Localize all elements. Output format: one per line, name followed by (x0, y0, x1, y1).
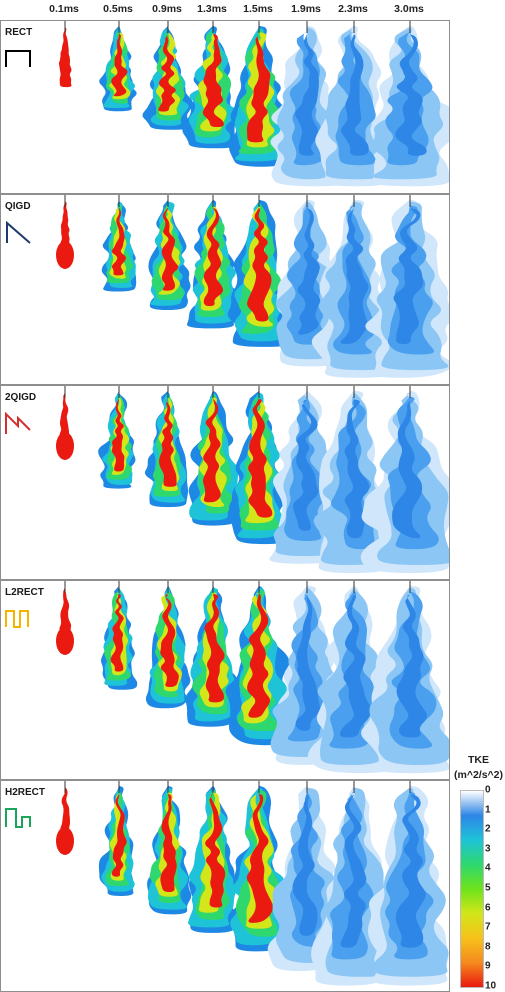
double-pulse-low-icon (5, 610, 29, 628)
spray-plume-canvas (58, 21, 449, 187)
spray-plume (229, 386, 287, 545)
legend-tick-1: 1 (485, 804, 491, 816)
legend-unit: (m^2/s^2) (453, 769, 504, 781)
spray-plume (148, 195, 191, 310)
spray-plume (182, 21, 239, 149)
legend-tick-9: 9 (485, 960, 491, 972)
legend-colorbar (460, 790, 484, 988)
legend-tick-0: 0 (485, 784, 491, 796)
time-label-6: 1.9ms (291, 3, 321, 15)
panel-h2rect: H2RECT (0, 780, 450, 992)
time-label-4: 1.3ms (197, 3, 227, 15)
spray-plume-canvas (56, 386, 449, 573)
panel-qigd: QIGD (0, 194, 450, 385)
spray-plume (185, 581, 238, 727)
legend-tick-2: 2 (485, 823, 491, 835)
spray-plume (225, 581, 290, 746)
time-label-3: 0.9ms (152, 3, 182, 15)
time-label-8: 3.0ms (394, 3, 424, 15)
spray-plume (147, 781, 192, 915)
spray-plume (142, 21, 193, 130)
row-label: RECT (5, 27, 33, 38)
spray-plume (98, 781, 135, 896)
spray-plume-canvas (56, 581, 449, 774)
spray-plume (370, 21, 449, 187)
ramp-down-icon (6, 220, 31, 244)
spray-plume (188, 386, 244, 526)
spray-plume (360, 386, 449, 573)
spray-plume (188, 781, 237, 933)
spray-plume (58, 21, 72, 88)
spray-plume (56, 581, 74, 655)
row-label: L2RECT (5, 587, 44, 598)
time-label-2: 0.5ms (103, 3, 133, 15)
legend-tick-3: 3 (485, 843, 491, 855)
spray-plume (56, 386, 74, 460)
rect-pulse-icon (5, 50, 31, 67)
legend-tick-7: 7 (485, 921, 491, 933)
legend-title: TKE (468, 754, 489, 766)
spray-plume (361, 581, 449, 774)
spray-plume (275, 195, 340, 367)
time-header: 0.1ms 0.5ms 0.9ms 1.3ms 1.5ms 1.9ms 2.3ms 3.0ms (0, 0, 505, 20)
spray-plume (227, 195, 289, 347)
row-label: H2RECT (5, 787, 46, 798)
panel-rect: RECT (0, 20, 450, 194)
tke-legend: TKE (m^2/s^2) 0 1 2 3 4 5 6 7 8 9 10 (452, 750, 505, 992)
spray-plume (56, 195, 74, 269)
legend-tick-10: 10 (485, 980, 497, 992)
spray-plume (56, 781, 74, 855)
spray-plume (229, 21, 290, 167)
spray-plume-canvas (56, 195, 449, 378)
spray-plume (267, 781, 341, 972)
spray-plume (98, 386, 136, 489)
panel-l2rect: L2RECT (0, 580, 450, 780)
legend-tick-4: 4 (485, 862, 491, 874)
row-label: 2QIGD (5, 392, 37, 403)
time-label-7: 2.3ms (338, 3, 368, 15)
double-ramp-icon (5, 411, 31, 434)
spray-plume (144, 386, 189, 508)
time-label-1: 0.1ms (49, 3, 79, 15)
spray-plume (367, 781, 449, 986)
spray-plume (186, 195, 240, 329)
panel-2qigd: 2QIGD (0, 385, 450, 580)
spray-plume-canvas (56, 781, 449, 986)
double-pulse-high-icon (5, 808, 31, 828)
spray-plume (101, 581, 138, 690)
row-label: QIGD (5, 201, 31, 212)
spray-plume (145, 581, 191, 709)
legend-tick-8: 8 (485, 941, 491, 953)
time-label-5: 1.5ms (243, 3, 273, 15)
spray-plume (365, 195, 449, 378)
legend-tick-5: 5 (485, 882, 491, 894)
spray-plume (99, 21, 137, 112)
legend-tick-6: 6 (485, 902, 491, 914)
spray-plume (101, 195, 137, 292)
